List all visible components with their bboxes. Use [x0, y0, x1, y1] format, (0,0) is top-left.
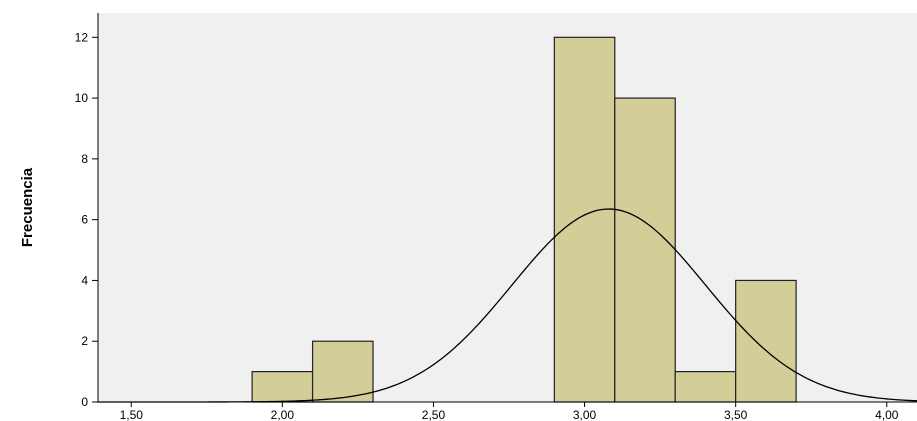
x-tick-label: 1,50: [120, 408, 144, 421]
bar-4: [674, 371, 737, 403]
bars-group: [251, 36, 797, 403]
y-tick-label: 4: [81, 273, 88, 287]
y-tick-label: 12: [75, 30, 89, 44]
x-tick-label: 2,00: [271, 408, 295, 421]
x-tick-label: 2,50: [422, 408, 446, 421]
y-tick-label: 8: [81, 152, 88, 166]
x-tick-label: 3,00: [573, 408, 597, 421]
bar-0: [251, 371, 314, 403]
y-tick-label: 2: [81, 334, 88, 348]
bar-2: [553, 36, 616, 403]
y-axis-title: Frecuencia: [19, 167, 36, 247]
x-tick-label: 4,00: [875, 408, 899, 421]
x-ticks-group: 1,50 2,00 2,50 3,00 3,50 4,00: [120, 402, 899, 421]
y-tick-label: 10: [75, 91, 89, 105]
bar-5: [735, 279, 797, 403]
bar-3: [614, 97, 676, 403]
y-tick-label: 0: [81, 395, 88, 409]
y-tick-label: 6: [81, 213, 88, 227]
bar-1: [311, 340, 374, 403]
x-tick-label: 3,50: [724, 408, 748, 421]
y-ticks-group: 0 2 4 6 8 10 12: [75, 30, 98, 409]
